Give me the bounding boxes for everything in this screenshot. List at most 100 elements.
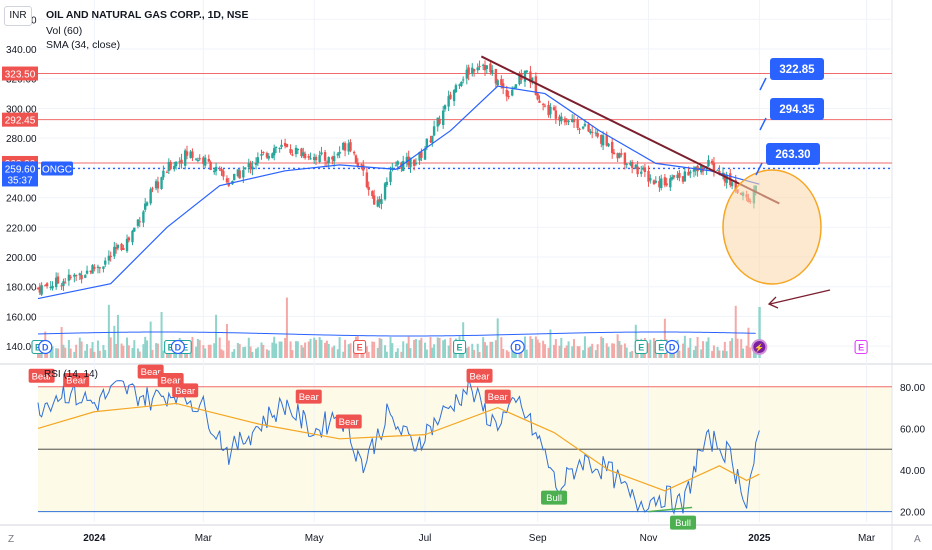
- candle-body: [98, 267, 101, 269]
- candle-body: [40, 285, 43, 295]
- candle-body: [507, 95, 510, 97]
- volume-indicator-label[interactable]: Vol (60): [46, 25, 83, 37]
- volume-bar: [618, 340, 621, 358]
- candle-body: [242, 170, 245, 178]
- candle-body: [481, 64, 485, 66]
- candle-body: [227, 183, 230, 186]
- volume-bar: [93, 351, 96, 358]
- candle-body: [581, 126, 585, 129]
- candle-body: [156, 181, 160, 189]
- zoom-control[interactable]: Z: [8, 534, 15, 545]
- volume-bar: [75, 344, 78, 358]
- volume-bar: [589, 346, 592, 358]
- volume-bar: [91, 342, 94, 358]
- candle-body: [730, 182, 734, 187]
- volume-bar: [122, 345, 125, 358]
- volume-bar: [669, 351, 672, 358]
- candle-body: [496, 80, 499, 86]
- candle-body: [327, 157, 330, 163]
- candle-body: [238, 170, 241, 179]
- volume-bar: [215, 314, 218, 358]
- volume-bar: [649, 339, 652, 358]
- volume-bar: [582, 350, 585, 358]
- candle-body: [309, 158, 312, 160]
- sma-line: [37, 85, 760, 300]
- candle-body: [678, 172, 681, 178]
- volume-bar: [155, 343, 158, 358]
- candle-body: [302, 152, 305, 157]
- volume-ma-line: [37, 331, 756, 337]
- candle-body: [349, 142, 352, 151]
- candle-body: [718, 170, 721, 175]
- volume-bar: [702, 341, 705, 358]
- candle-body: [478, 66, 481, 68]
- bull-signal-badge: [541, 490, 568, 505]
- volume-bar: [571, 346, 574, 358]
- price-level-badge: [2, 112, 38, 127]
- candle-body: [578, 128, 581, 131]
- bear-signal-label: Bear: [469, 371, 489, 382]
- bear-signal-badge: [335, 414, 362, 429]
- bear-signal-badge: [172, 383, 199, 398]
- sma-indicator-label[interactable]: SMA (34, close): [46, 39, 121, 51]
- volume-bar: [514, 351, 517, 358]
- candle-body: [425, 138, 429, 148]
- candle-body: [167, 161, 171, 171]
- volume-bar: [553, 344, 556, 358]
- volume-bar: [531, 338, 534, 358]
- candle-body: [501, 83, 505, 89]
- candle-body: [616, 153, 619, 159]
- candle-body: [605, 135, 608, 146]
- volume-bar: [438, 337, 441, 358]
- candle-body: [665, 183, 668, 186]
- earnings-marker: [452, 339, 467, 355]
- volume-bar: [734, 305, 737, 358]
- candle-body: [131, 230, 134, 243]
- volume-bar: [271, 342, 274, 358]
- candle-body: [449, 94, 452, 99]
- volume-bar: [491, 341, 494, 358]
- rsi-indicator-label[interactable]: RSI (14, 14): [44, 369, 98, 380]
- volume-bar: [338, 337, 341, 358]
- bear-signal-label: Bear: [161, 375, 181, 386]
- volume-bar: [400, 351, 403, 358]
- candle-body: [213, 170, 216, 173]
- volume-bar: [222, 350, 225, 358]
- candle-body: [372, 195, 376, 205]
- candle-body: [109, 255, 112, 257]
- volume-bar: [344, 339, 347, 358]
- candle-body: [543, 105, 547, 107]
- candle-body: [84, 275, 87, 278]
- volume-bar: [204, 348, 207, 358]
- breakout-highlight-circle: [722, 169, 822, 285]
- candle-body: [500, 79, 503, 86]
- volume-bar: [623, 343, 626, 358]
- rsi-tick-label: 60.00: [900, 424, 925, 435]
- callout-box: [770, 98, 824, 120]
- annotation-arrow-head: [767, 296, 779, 309]
- auto-scale-control[interactable]: A: [914, 534, 921, 545]
- earnings-marker-letter: E: [457, 343, 463, 353]
- time-tick-label: Mar: [858, 533, 876, 544]
- earnings-marker-letter: E: [638, 343, 644, 353]
- candle-body: [360, 164, 363, 166]
- volume-bar: [278, 341, 281, 358]
- currency-badge[interactable]: INR: [4, 6, 32, 26]
- volume-bar: [483, 342, 486, 358]
- volume-bar: [663, 318, 666, 358]
- candle-body: [649, 178, 652, 181]
- volume-bar: [523, 336, 526, 358]
- candle-body: [365, 172, 369, 187]
- dividend-marker: [665, 339, 680, 355]
- candle-body: [51, 285, 54, 289]
- volume-bar: [529, 336, 532, 358]
- volume-bar: [465, 348, 468, 358]
- volume-bar: [98, 350, 101, 358]
- bull-signal-label: Bull: [675, 518, 691, 529]
- candle-body: [402, 161, 405, 172]
- volume-bar: [284, 338, 287, 358]
- volume-bar: [612, 343, 615, 358]
- candle-body: [590, 132, 594, 134]
- volume-bar: [331, 347, 334, 358]
